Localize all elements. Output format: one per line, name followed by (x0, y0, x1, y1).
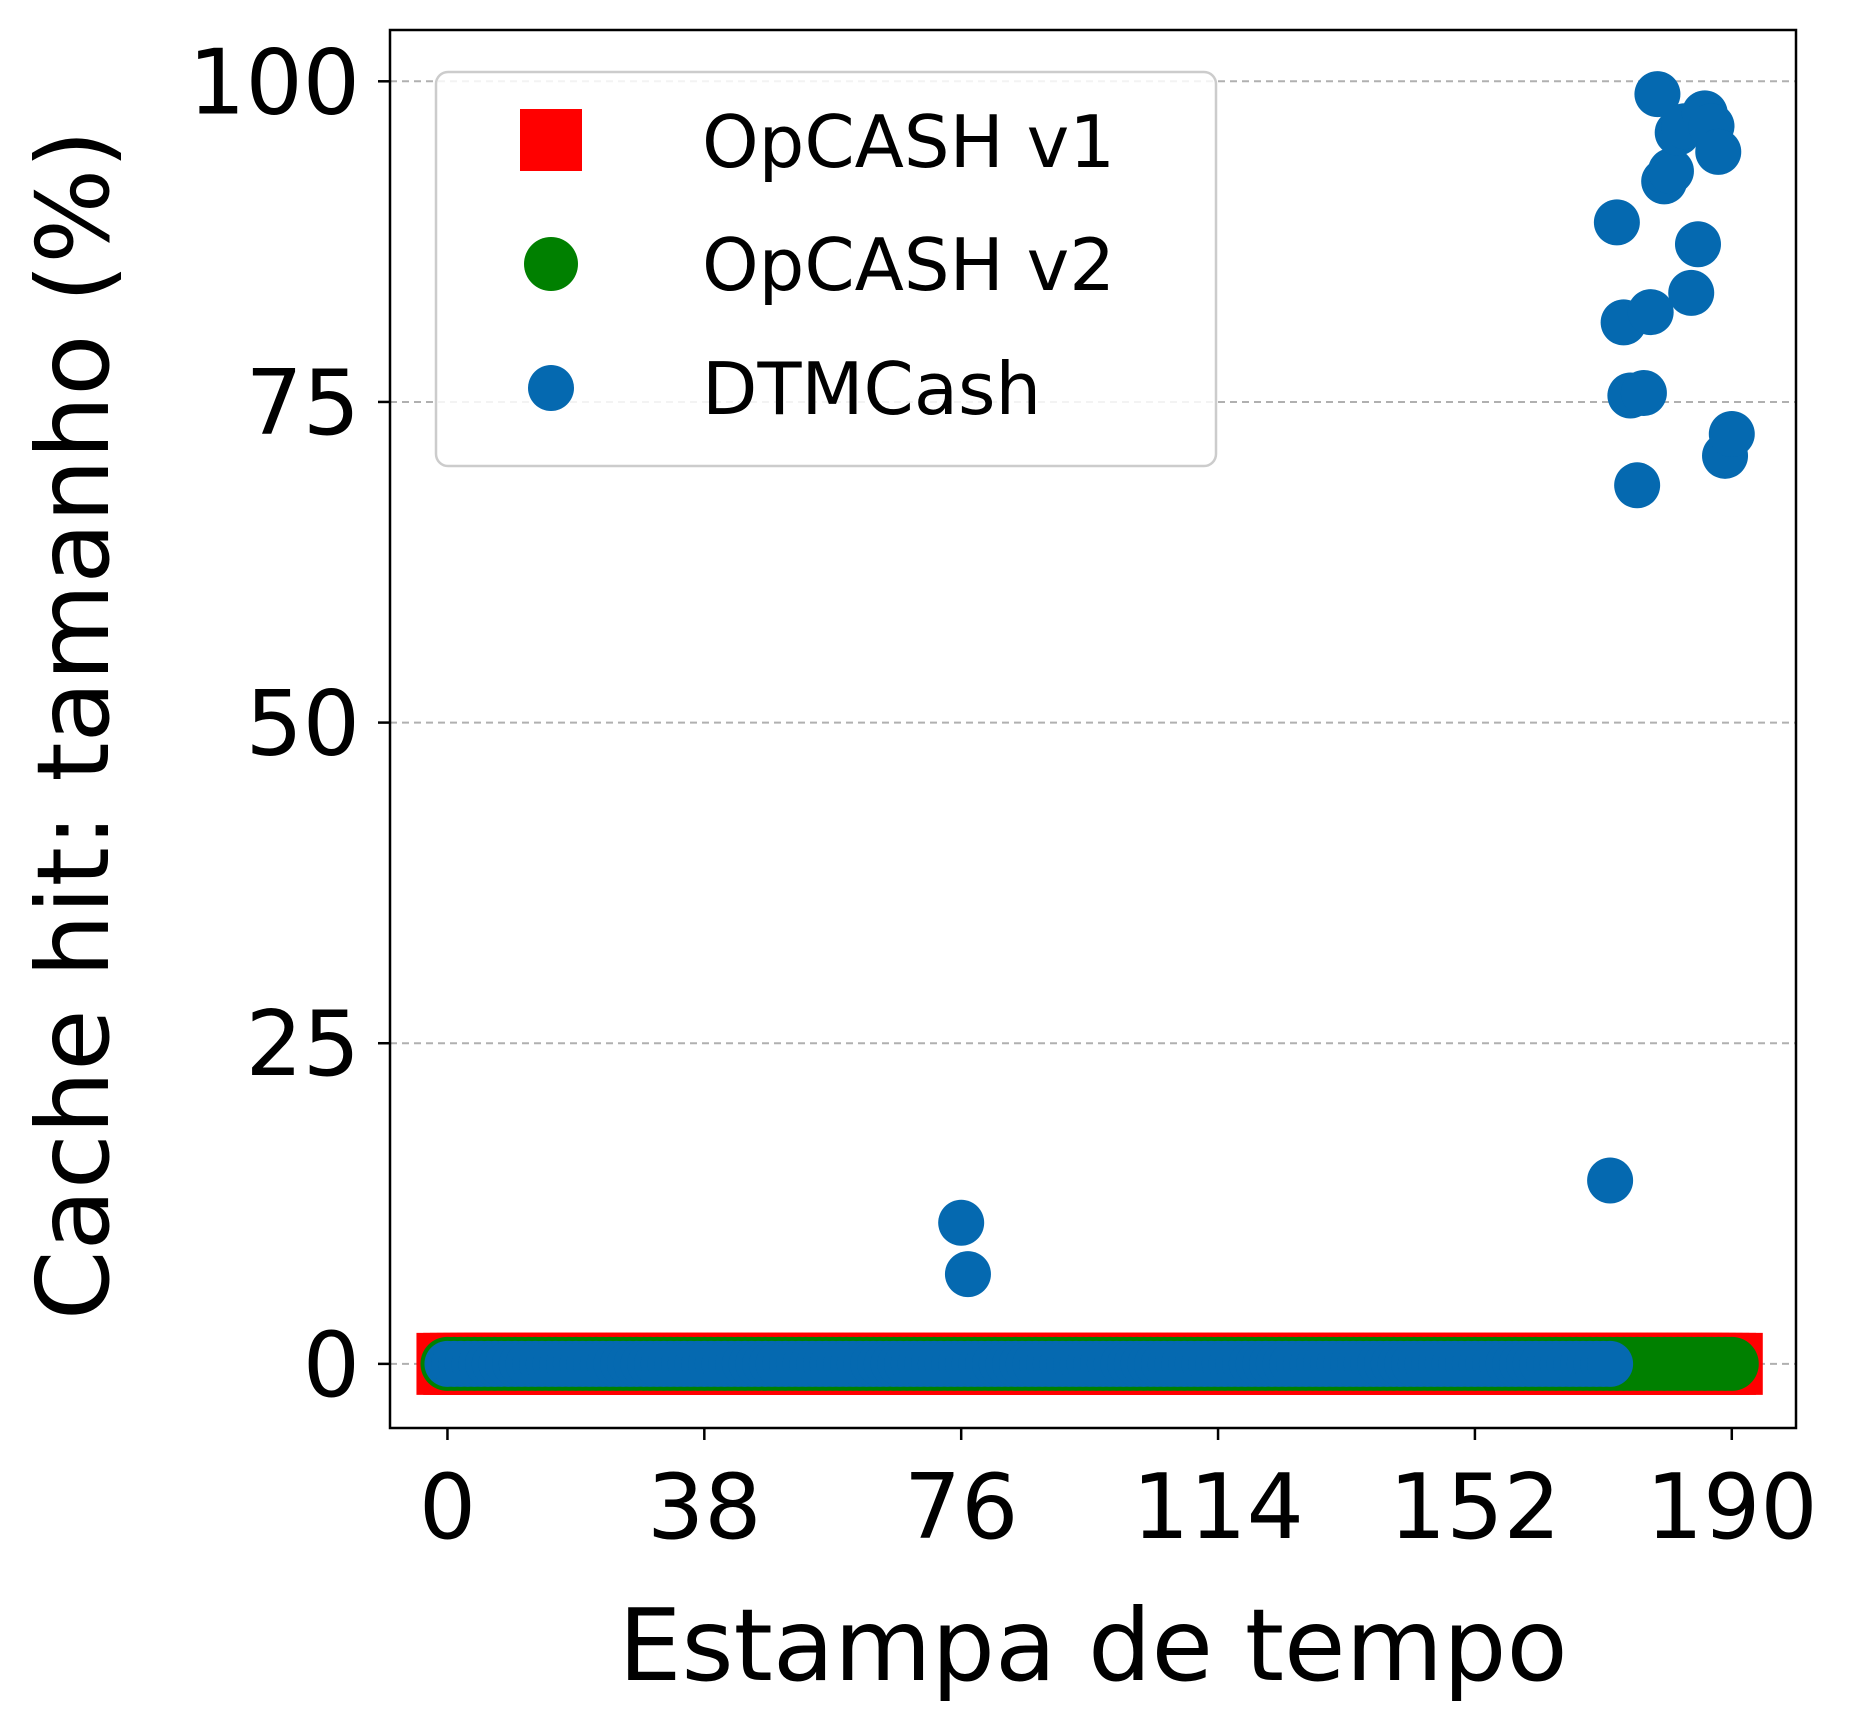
legend-item-opcash-v1: OpCASH v1 (520, 100, 1115, 184)
legend: OpCASH v1 OpCASH v2 DTMCash (434, 70, 1218, 468)
y-tick-label: 25 (245, 992, 360, 1097)
dtmcash-point (938, 1199, 985, 1246)
x-tick-label: 76 (904, 1455, 1019, 1560)
dtmcash-point (1614, 462, 1661, 509)
dtmcash-point (1708, 411, 1755, 458)
dtmcash-point (1593, 199, 1640, 246)
x-tick-label: 0 (419, 1455, 476, 1560)
legend-label: DTMCash (702, 347, 1041, 431)
x-tick-label: 38 (647, 1455, 762, 1560)
dtmcash-point (1587, 1157, 1634, 1204)
x-tick-label: 152 (1389, 1455, 1561, 1560)
dtmcash-point (1647, 148, 1694, 195)
dtmcash-point (1587, 1340, 1634, 1387)
y-axis-title: Cache hit: tamanho (%) (15, 130, 132, 1321)
axes-frame (388, 28, 1798, 1430)
y-tick-label: 50 (245, 672, 360, 777)
y-tick-label: 100 (188, 30, 360, 135)
dtmcash-point (1674, 221, 1721, 268)
plot-area (416, 71, 1763, 1395)
dtmcash-point (1695, 128, 1742, 175)
dtmcash-point (1634, 71, 1681, 118)
opcash-v2-point (1704, 1336, 1759, 1391)
dtmcash-point (944, 1251, 991, 1298)
dtmcash-point (1620, 369, 1667, 416)
legend-item-opcash-v2: OpCASH v2 (524, 223, 1115, 307)
legend-label: OpCASH v2 (702, 223, 1115, 307)
y-tick-label: 0 (303, 1313, 360, 1418)
x-tick-label: 114 (1132, 1455, 1304, 1560)
legend-label: OpCASH v1 (702, 100, 1115, 184)
legend-item-dtmcash: DTMCash (528, 347, 1041, 431)
dtmcash-point (1668, 269, 1715, 316)
y-tick-label: 75 (245, 351, 360, 456)
x-axis-title: Estampa de tempo (618, 1587, 1567, 1704)
y-axis: 0 25 50 75 100 (188, 30, 390, 1418)
legend-marker-red-square (520, 109, 582, 171)
legend-box (434, 70, 1218, 468)
legend-marker-blue-circle (528, 365, 574, 411)
legend-marker-green-circle (524, 237, 578, 291)
dtmcash-point (1627, 289, 1674, 336)
x-axis: 0 38 76 114 152 190 (419, 1428, 1818, 1560)
x-tick-label: 190 (1646, 1455, 1818, 1560)
